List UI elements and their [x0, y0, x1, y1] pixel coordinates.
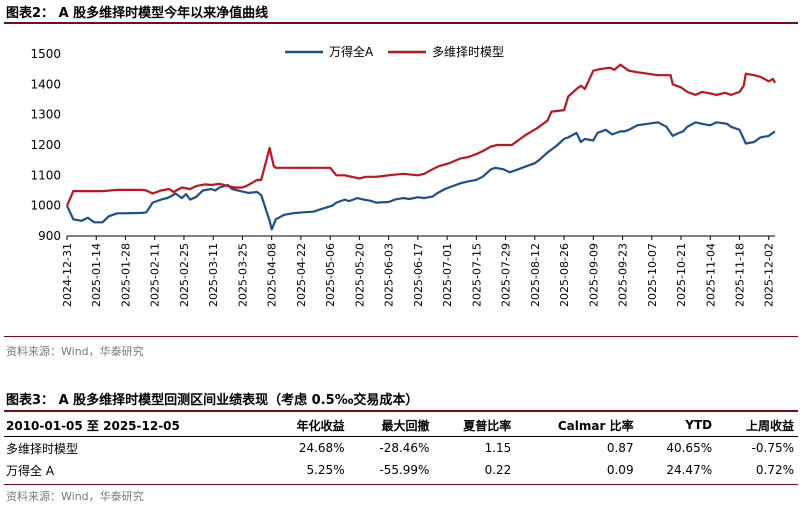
x-tick-label: 2025-08-12 [529, 243, 542, 307]
table-source-rule [4, 484, 798, 485]
table-cell: 0.09 [606, 463, 634, 477]
x-tick-label: 2025-02-25 [178, 243, 191, 307]
table-cell: 40.65% [666, 441, 713, 455]
table-header-cell: 2010-01-05 至 2025-12-05 [4, 414, 267, 437]
table-cell: 0.87 [606, 441, 634, 455]
table-body: 多维择时模型 24.68% -28.46% 1.15 0.87 40.65% -0.75% 万… [4, 437, 798, 482]
table-cell: -28.46% [379, 441, 430, 455]
y-tick-label: 1500 [30, 47, 61, 61]
legend-label: 万得全A [329, 44, 374, 59]
y-tick-label: 1200 [30, 138, 61, 152]
table-row: 多维择时模型 24.68% -28.46% 1.15 0.87 40.65% -0.75% [4, 437, 798, 460]
x-tick-label: 2025-02-11 [149, 243, 162, 307]
table-header-cell: YTD [637, 414, 717, 437]
series-line-timing-model [65, 63, 776, 207]
x-tick-label: 2025-11-18 [733, 243, 746, 307]
table-header-cell: 夏普比率 [433, 414, 516, 437]
table-header-cell: 最大回撤 [348, 414, 434, 437]
table-title-rule [4, 410, 798, 412]
table-cell: -55.99% [379, 463, 430, 477]
table-cell: 万得全 A [6, 463, 55, 478]
x-tick-label: 2025-01-14 [90, 243, 103, 307]
nav-line-chart: 900 1000 1100 1200 1300 1400 1500 2024-12-31 202… [30, 44, 776, 307]
y-tick-label: 900 [38, 229, 61, 243]
x-tick-label: 2025-10-07 [646, 243, 659, 307]
x-tick-label: 2025-07-15 [470, 243, 483, 307]
x-tick-label: 2025-03-25 [236, 243, 249, 307]
table-cell: 5.25% [306, 463, 345, 477]
x-tick-label: 2024-12-31 [61, 243, 74, 307]
table-header-cell: Calmar 比率 [515, 414, 638, 437]
title-rule [4, 22, 798, 24]
x-tick-label: 2025-08-26 [558, 243, 571, 307]
table-header-cell: 年化收益 [266, 414, 349, 437]
y-tick-label: 1100 [30, 168, 61, 182]
x-tick-label: 2025-11-04 [704, 243, 717, 307]
x-tick-label: 2025-07-29 [500, 243, 513, 307]
x-tick-label: 2025-12-02 [763, 243, 776, 307]
x-tick-label: 2025-06-17 [412, 243, 425, 307]
x-tick-label: 2025-04-08 [266, 243, 279, 307]
table-row: 万得全 A 5.25% -55.99% 0.22 0.09 24.47% 0.72% [4, 459, 798, 481]
chart-legend: 万得全A 多维择时模型 [285, 44, 504, 59]
table-cell: -0.75% [751, 441, 794, 455]
y-tick-label: 1300 [30, 108, 61, 122]
y-tick-label: 1400 [30, 77, 61, 91]
chart-axes: 900 1000 1100 1200 1300 1400 1500 2024-12-31 202… [30, 47, 775, 307]
x-tick-label: 2025-10-21 [675, 243, 688, 307]
performance-table: 2010-01-05 至 2025-12-05 年化收益 最大回撤 夏普比率 Calma… [4, 414, 798, 481]
x-tick-label: 2025-01-28 [119, 243, 132, 307]
series-line-wind-a [66, 121, 776, 231]
x-tick-label: 2025-06-03 [383, 243, 396, 307]
figure-3-title: 图表3： A 股多维择时模型回测区间业绩表现（考虑 0.5‰交易成本） [6, 393, 419, 408]
x-tick-label: 2025-05-20 [353, 243, 366, 307]
table-cell: 0.72% [755, 463, 794, 477]
x-tick-label: 2025-09-09 [587, 243, 600, 307]
table-cell: 多维择时模型 [6, 441, 79, 456]
table-cell: 24.68% [298, 441, 345, 455]
table-header-row: 2010-01-05 至 2025-12-05 年化收益 最大回撤 夏普比率 Calma… [4, 414, 798, 437]
y-tick-label: 1000 [30, 199, 61, 213]
x-tick-label: 2025-03-11 [207, 243, 220, 307]
table-cell: 1.15 [484, 441, 512, 455]
chart-series [65, 63, 776, 231]
x-tick-label: 2025-09-23 [617, 243, 630, 307]
legend-label: 多维择时模型 [432, 45, 504, 59]
table-header-cell: 上周收益 [716, 414, 798, 437]
source-rule [4, 336, 798, 337]
x-tick-label: 2025-04-22 [295, 243, 308, 307]
figure-3-source: 资料来源：Wind，华泰研究 [6, 490, 144, 503]
x-tick-label: 2025-07-01 [441, 243, 454, 307]
figure-2-source: 资料来源：Wind，华泰研究 [6, 345, 144, 358]
table-cell: 24.47% [666, 463, 713, 477]
x-tick-label: 2025-05-06 [324, 243, 337, 307]
figure-2-title: 图表2： A 股多维择时模型今年以来净值曲线 [6, 6, 269, 21]
table-cell: 0.22 [484, 463, 512, 477]
